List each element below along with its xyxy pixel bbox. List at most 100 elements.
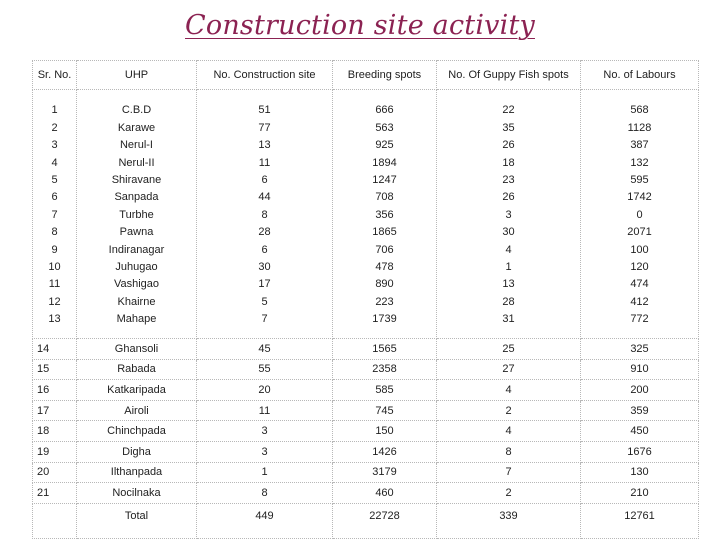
block-line: 13 [502,278,515,291]
labours-cell: 568 1128 387 132 595 1742 0 2071 100 120 474 412 772 [580,89,699,339]
block-line: 4 [51,156,58,169]
block-line: 7 [51,208,58,221]
column-header-breeding-spots: Breeding spots [332,60,437,90]
block-line: 387 [630,139,649,152]
block-line: 1247 [372,173,397,186]
block-line: Vashigao [113,278,160,291]
table-row-block: 1 2 3 4 5 6 7 8 9 10 11 12 13 C.B.D Karawe Nerul-I Neru… [32,89,699,339]
guppy-fish-spots-cell: 2 [436,399,581,422]
uhp-cell: Airoli [76,399,197,422]
uhp-cell: Chinchpada [76,420,197,442]
construction-site-cell: 8 [196,482,333,504]
labours-cell: 910 [580,358,699,381]
block-line: 568 [630,104,649,117]
block-line: 13 [48,313,61,326]
block-line: 772 [630,313,649,326]
guppy-fish-spots-cell: 2 [436,482,581,504]
construction-site-cell: 3 [196,440,333,463]
block-line: 11 [48,278,61,291]
block-line: 28 [502,295,515,308]
block-line: 1128 [627,121,652,134]
block-line: 120 [630,261,649,274]
sr-no-cell: 1 2 3 4 5 6 7 8 9 10 11 12 13 [32,89,77,339]
block-line: 22 [502,104,515,117]
column-header-uhp: UHP [76,60,197,90]
table-row: 19 Digha 3 1426 8 1676 [32,440,699,463]
block-line: Nerul-II [118,156,155,169]
construction-site-cell: 3 [196,420,333,442]
block-line: 666 [375,104,394,117]
guppy-fish-spots-cell: 22 35 26 18 23 26 3 30 4 1 13 28 31 [436,89,581,339]
column-header-guppy-fish-spots: No. Of Guppy Fish spots [436,60,581,90]
uhp-cell: C.B.D Karawe Nerul-I Nerul-II Shiravane Sanpa… [76,89,197,339]
breeding-spots-cell: 585 [332,379,437,401]
block-line: 12 [48,295,61,308]
table-header-row: Sr. No. UHP No. Construction site Breedi… [32,60,699,90]
block-line: 1739 [372,313,397,326]
block-line: 26 [502,191,515,204]
block-line: 30 [258,261,271,274]
construction-site-cell: 11 [196,399,333,422]
block-line: Mahape [116,313,157,326]
sr-no-cell: 18 [32,420,77,442]
block-line: Karawe [117,121,156,134]
breeding-spots-cell: 666 563 925 1894 1247 708 356 1865 706 478 890 223 1… [332,89,437,339]
table-total-row: Total 449 22728 339 12761 [32,502,699,539]
guppy-fish-spots-cell: 27 [436,358,581,381]
sr-no-cell: 15 [32,358,77,381]
block-line: 3 [51,139,58,152]
breeding-spots-cell: 3179 [332,461,437,484]
block-line: 2071 [627,226,652,239]
block-line: 412 [630,295,649,308]
block-line: 30 [502,226,515,239]
table-row: 20 Ilthanpada 1 3179 7 130 [32,461,699,484]
block-line: 5 [51,173,58,186]
block-line: 6 [51,191,58,204]
sr-no-cell: 14 [32,338,77,360]
block-line: 2 [51,121,58,134]
block-line: Indiranagar [108,243,165,256]
table-row: 15 Rabada 55 2358 27 910 [32,358,699,381]
block-line: 17 [258,278,271,291]
uhp-cell: Ghansoli [76,338,197,360]
block-line: 1742 [627,191,652,204]
total-labours: 12761 [580,502,699,539]
block-line: 26 [502,139,515,152]
block-line: C.B.D [121,104,152,117]
block-line: 31 [502,313,515,326]
breeding-spots-cell: 745 [332,399,437,422]
labours-cell: 325 [580,338,699,360]
block-line: 8 [51,226,58,239]
block-line: 51 [258,104,271,117]
block-line: 0 [636,208,643,221]
construction-site-cell: 51 77 13 11 6 44 8 28 6 30 17 5 7 [196,89,333,339]
block-line: 23 [502,173,515,186]
uhp-cell: Ilthanpada [76,461,197,484]
block-line: 7 [261,313,268,326]
table-row: 18 Chinchpada 3 150 4 450 [32,420,699,442]
block-line: 708 [375,191,394,204]
labours-cell: 450 [580,420,699,442]
labours-cell: 359 [580,399,699,422]
sr-no-cell: 21 [32,482,77,504]
guppy-fish-spots-cell: 8 [436,440,581,463]
block-line: Shiravane [111,173,162,186]
breeding-spots-cell: 150 [332,420,437,442]
total-construction-sites: 449 [196,502,333,539]
total-breeding-spots: 22728 [332,502,437,539]
uhp-cell: Digha [76,440,197,463]
block-line: 11 [258,156,271,169]
block-line: 6 [261,173,268,186]
column-header-sr-no: Sr. No. [32,60,77,90]
uhp-cell: Nocilnaka [76,482,197,504]
block-line: 595 [630,173,649,186]
breeding-spots-cell: 1565 [332,338,437,360]
block-line: Turbhe [119,208,154,221]
block-line: 478 [375,261,394,274]
construction-site-cell: 55 [196,358,333,381]
guppy-fish-spots-cell: 25 [436,338,581,360]
block-line: 706 [375,243,394,256]
block-line: 890 [375,278,394,291]
guppy-fish-spots-cell: 4 [436,420,581,442]
uhp-cell: Katkaripada [76,379,197,401]
